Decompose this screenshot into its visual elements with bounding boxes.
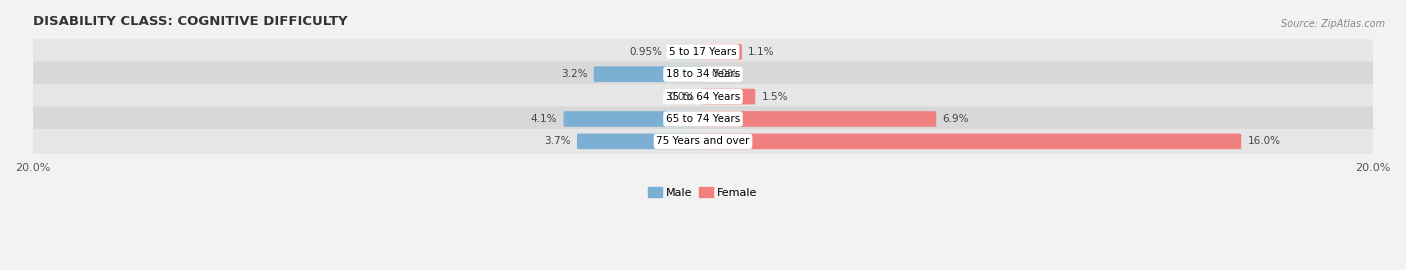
Text: 75 Years and over: 75 Years and over xyxy=(657,136,749,146)
Text: 3.2%: 3.2% xyxy=(561,69,588,79)
FancyBboxPatch shape xyxy=(31,39,1375,64)
Text: 0.0%: 0.0% xyxy=(668,92,695,102)
FancyBboxPatch shape xyxy=(31,62,1375,87)
Text: 6.9%: 6.9% xyxy=(942,114,969,124)
FancyBboxPatch shape xyxy=(702,111,936,127)
FancyBboxPatch shape xyxy=(31,129,1375,154)
FancyBboxPatch shape xyxy=(702,89,755,104)
FancyBboxPatch shape xyxy=(564,111,704,127)
Text: Source: ZipAtlas.com: Source: ZipAtlas.com xyxy=(1281,19,1385,29)
Text: 4.1%: 4.1% xyxy=(530,114,557,124)
FancyBboxPatch shape xyxy=(31,106,1375,131)
Text: 65 to 74 Years: 65 to 74 Years xyxy=(666,114,740,124)
Text: 1.5%: 1.5% xyxy=(762,92,789,102)
FancyBboxPatch shape xyxy=(31,84,1375,109)
Text: 16.0%: 16.0% xyxy=(1247,136,1281,146)
Text: 3.7%: 3.7% xyxy=(544,136,571,146)
Legend: Male, Female: Male, Female xyxy=(644,183,762,202)
Text: DISABILITY CLASS: COGNITIVE DIFFICULTY: DISABILITY CLASS: COGNITIVE DIFFICULTY xyxy=(32,15,347,28)
Text: 5 to 17 Years: 5 to 17 Years xyxy=(669,47,737,57)
Text: 1.1%: 1.1% xyxy=(748,47,775,57)
FancyBboxPatch shape xyxy=(702,44,742,60)
FancyBboxPatch shape xyxy=(593,66,704,82)
Text: 35 to 64 Years: 35 to 64 Years xyxy=(666,92,740,102)
FancyBboxPatch shape xyxy=(576,134,704,149)
FancyBboxPatch shape xyxy=(669,44,704,60)
Text: 18 to 34 Years: 18 to 34 Years xyxy=(666,69,740,79)
Text: 0.0%: 0.0% xyxy=(711,69,738,79)
FancyBboxPatch shape xyxy=(702,134,1241,149)
Text: 0.95%: 0.95% xyxy=(630,47,662,57)
